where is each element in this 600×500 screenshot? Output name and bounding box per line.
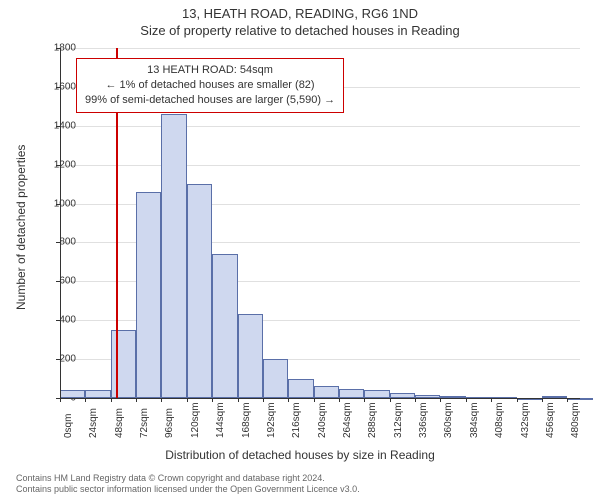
histogram-bar — [111, 330, 136, 398]
x-tick-label: 264sqm — [342, 402, 353, 438]
footer-attribution: Contains HM Land Registry data © Crown c… — [16, 473, 360, 496]
x-tick-label: 480sqm — [570, 402, 581, 438]
y-tick-label: 200 — [42, 354, 76, 365]
x-tick-label: 360sqm — [443, 402, 454, 438]
footer-line1: Contains HM Land Registry data © Crown c… — [16, 473, 360, 485]
histogram-bar — [288, 379, 313, 398]
x-tick-label: 24sqm — [88, 408, 99, 438]
footer-line2: Contains public sector information licen… — [16, 484, 360, 496]
x-tick-label: 384sqm — [469, 402, 480, 438]
y-axis-label: Number of detached properties — [14, 145, 28, 310]
x-tick-label: 168sqm — [241, 402, 252, 438]
histogram-bar — [212, 254, 237, 398]
y-tick-label: 600 — [42, 276, 76, 287]
x-tick-label: 144sqm — [215, 402, 226, 438]
x-tick-label: 312sqm — [393, 402, 404, 438]
gridline — [60, 48, 580, 49]
histogram-bar — [85, 390, 110, 398]
gridline — [60, 165, 580, 166]
x-tick-label: 288sqm — [367, 402, 378, 438]
x-tick-label: 408sqm — [494, 402, 505, 438]
histogram-bar — [136, 192, 161, 398]
x-tick-label: 456sqm — [545, 402, 556, 438]
info-box-line1: 13 HEATH ROAD: 54sqm — [85, 63, 335, 78]
histogram-bar — [161, 114, 186, 398]
x-axis-line — [60, 398, 580, 399]
histogram-bar — [238, 314, 263, 398]
x-tick-label: 192sqm — [266, 402, 277, 438]
y-tick-label: 400 — [42, 315, 76, 326]
histogram-bar — [314, 386, 339, 398]
y-tick-label: 800 — [42, 237, 76, 248]
chart-title-sub: Size of property relative to detached ho… — [0, 21, 600, 38]
histogram-bar — [263, 359, 288, 398]
x-axis-label: Distribution of detached houses by size … — [0, 448, 600, 462]
info-box-line2: ← 1% of detached houses are smaller (82) — [85, 78, 335, 93]
chart-title-main: 13, HEATH ROAD, READING, RG6 1ND — [0, 0, 600, 21]
histogram-bar — [187, 184, 212, 398]
y-tick-label: 1200 — [42, 159, 76, 170]
histogram-bar — [364, 390, 389, 398]
x-tick-label: 216sqm — [291, 402, 302, 438]
reference-info-box: 13 HEATH ROAD: 54sqm ← 1% of detached ho… — [76, 58, 344, 113]
x-tick-label: 432sqm — [520, 402, 531, 438]
x-tick-label: 72sqm — [139, 408, 150, 438]
info-box-line3: 99% of semi-detached houses are larger (… — [85, 93, 335, 108]
x-tick-label: 0sqm — [63, 414, 74, 438]
histogram-bar — [339, 389, 364, 398]
x-tick-label: 96sqm — [164, 408, 175, 438]
y-tick-label: 1800 — [42, 43, 76, 54]
y-tick-label: 1600 — [42, 81, 76, 92]
gridline — [60, 126, 580, 127]
x-tick-label: 336sqm — [418, 402, 429, 438]
y-tick-label: 1400 — [42, 120, 76, 131]
chart-container: 13, HEATH ROAD, READING, RG6 1ND Size of… — [0, 0, 600, 500]
histogram-bar — [60, 390, 85, 398]
x-tick-label: 240sqm — [317, 402, 328, 438]
x-tick-label: 48sqm — [114, 408, 125, 438]
x-tick-label: 120sqm — [190, 402, 201, 438]
y-axis-line — [60, 48, 61, 398]
y-tick-label: 1000 — [42, 198, 76, 209]
